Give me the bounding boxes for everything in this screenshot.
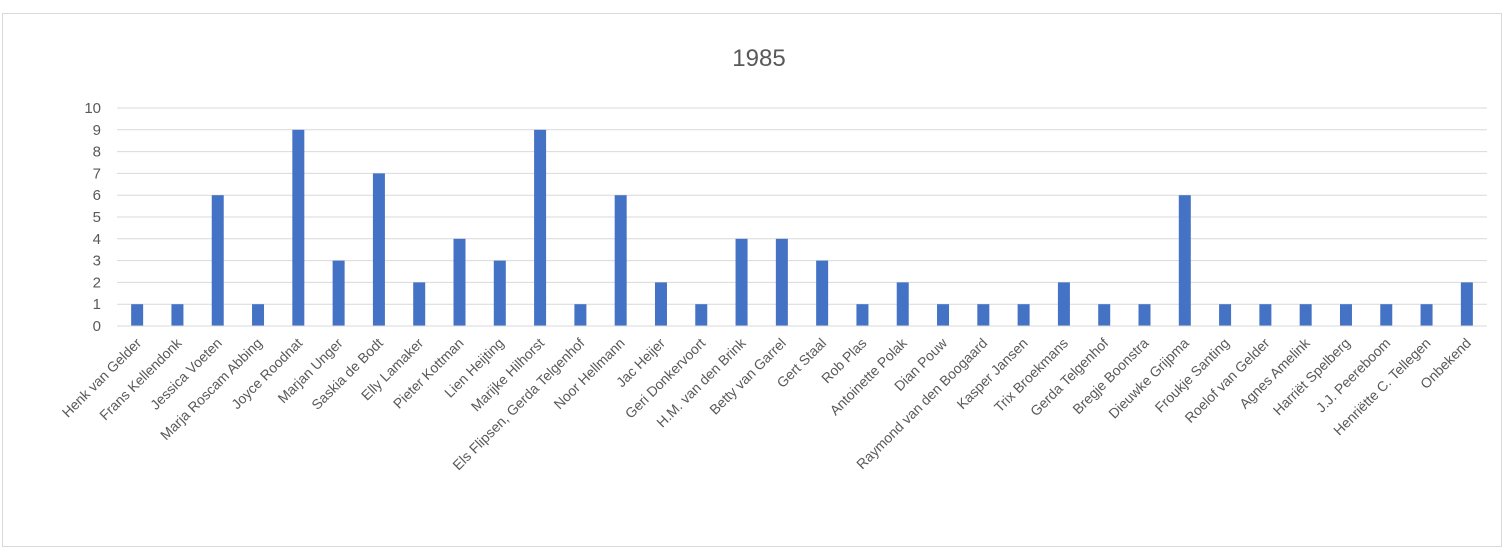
bar <box>252 304 265 326</box>
y-tick-label: 0 <box>93 318 101 335</box>
x-category-label: Kasper Jansen <box>953 335 1030 412</box>
bar <box>1219 304 1232 326</box>
chart-title: 1985 <box>732 45 785 72</box>
y-tick-label: 3 <box>93 253 101 270</box>
bar <box>1098 304 1111 326</box>
bar <box>896 282 909 326</box>
y-tick-label: 1 <box>93 296 101 313</box>
bar <box>735 238 748 326</box>
x-category-label: Jessica Voeten <box>147 335 225 413</box>
bar <box>1460 282 1473 326</box>
bar <box>292 129 305 326</box>
bar <box>574 304 587 326</box>
bar <box>937 304 950 326</box>
bar <box>1178 195 1191 326</box>
gridlines <box>117 107 1487 305</box>
bar <box>1339 304 1352 326</box>
bar <box>493 260 506 326</box>
y-tick-label: 5 <box>93 209 101 226</box>
y-axis-ticks: 0 1 2 3 4 5 6 7 8 9 10 <box>84 100 101 335</box>
bar <box>775 238 788 326</box>
bar <box>453 238 466 326</box>
y-tick-label: 10 <box>84 100 101 117</box>
bar <box>816 260 829 326</box>
bar <box>1420 304 1433 326</box>
x-category-label: Joyce Roodnat <box>228 335 305 412</box>
x-category-label: Saskia de Bodt <box>308 335 386 413</box>
bar <box>534 129 547 326</box>
bar <box>1017 304 1030 326</box>
bar <box>1138 304 1151 326</box>
chart-frame: 1985 0 1 2 3 4 5 6 7 8 9 10 Henk van Gelder Frans K… <box>2 13 1502 547</box>
bar <box>372 173 385 326</box>
bar <box>1380 304 1393 326</box>
bar <box>1299 304 1312 326</box>
bar <box>977 304 990 326</box>
bar <box>654 282 667 326</box>
bars <box>131 129 1473 326</box>
bar <box>211 195 224 326</box>
bar <box>695 304 708 326</box>
x-category-label: Pieter Kottman <box>390 335 467 412</box>
x-category-label: Noor Hellmann <box>550 335 627 412</box>
bar <box>332 260 345 326</box>
bar <box>856 304 869 326</box>
y-tick-label: 7 <box>93 165 101 182</box>
y-tick-label: 4 <box>93 231 101 248</box>
bar <box>413 282 426 326</box>
bar <box>131 304 144 326</box>
bar <box>614 195 627 326</box>
y-tick-label: 8 <box>93 144 101 161</box>
bar <box>1259 304 1272 326</box>
y-tick-label: 6 <box>93 187 101 204</box>
y-tick-label: 2 <box>93 274 101 291</box>
y-tick-label: 9 <box>93 122 101 139</box>
bar <box>171 304 184 326</box>
bar <box>1057 282 1070 326</box>
x-category-label: Agnes Amelink <box>1236 334 1314 412</box>
